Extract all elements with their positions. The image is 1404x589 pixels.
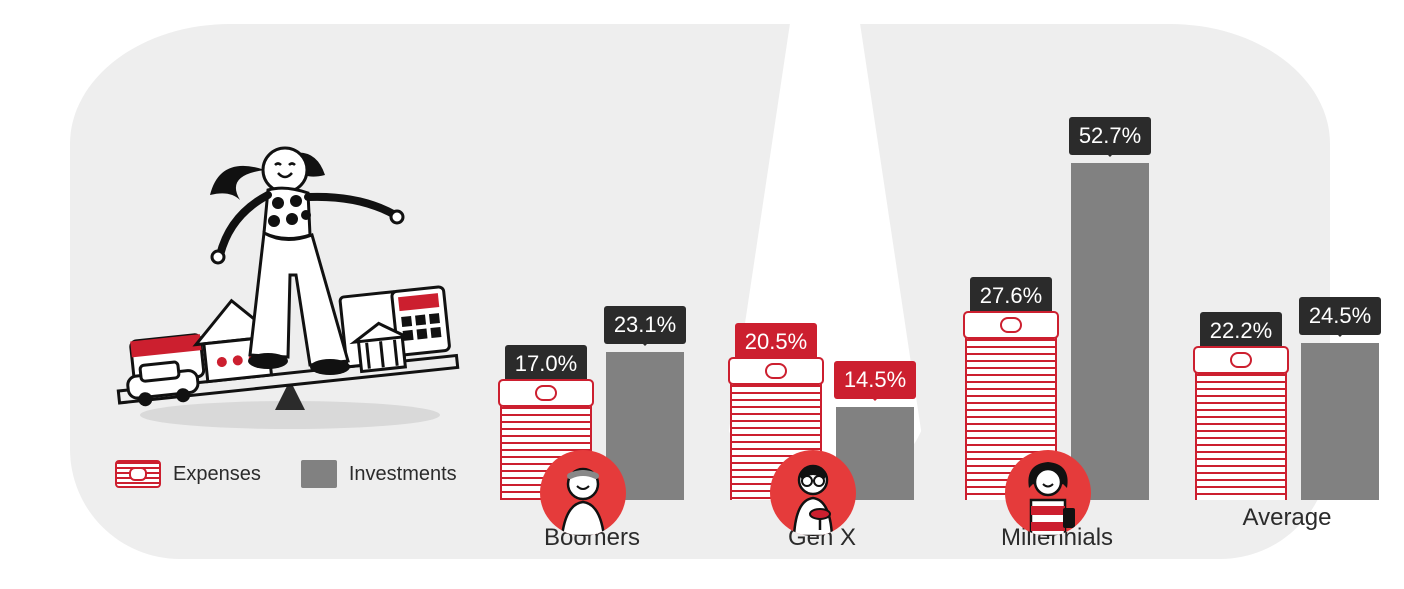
- bar-chart: 17.0%23.1%Boomers20.5%14.5%Gen X27.6%52.…: [480, 40, 1340, 560]
- value-badge: 20.5%: [735, 323, 817, 361]
- legend: Expenses Investments: [115, 460, 457, 488]
- legend-item-investments: Investments: [301, 460, 457, 488]
- expenses-bar: [1195, 358, 1287, 500]
- expenses-swatch-icon: [115, 460, 161, 488]
- investments-bar: [1301, 343, 1379, 500]
- legend-item-expenses: Expenses: [115, 460, 261, 488]
- value-badge: 24.5%: [1299, 297, 1381, 335]
- value-badge: 52.7%: [1069, 117, 1151, 155]
- investments-swatch-icon: [301, 460, 337, 488]
- value-badge: 22.2%: [1200, 312, 1282, 350]
- balance-illustration: [100, 125, 480, 435]
- bar-group: 20.5%14.5%Gen X: [730, 369, 914, 500]
- legend-label: Expenses: [173, 463, 261, 486]
- value-badge: 27.6%: [970, 277, 1052, 315]
- bar-group: 27.6%52.7%Millennials: [965, 163, 1149, 500]
- generation-avatar-icon: [770, 450, 856, 536]
- bar-group: 22.2%24.5%Average: [1195, 343, 1379, 500]
- generation-avatar-icon: [540, 450, 626, 536]
- investments-bar: [1071, 163, 1149, 500]
- value-badge: 14.5%: [834, 361, 916, 399]
- value-badge: 23.1%: [604, 306, 686, 344]
- bar-group: 17.0%23.1%Boomers: [500, 352, 684, 500]
- category-label: Average: [1243, 504, 1332, 532]
- generation-avatar-icon: [1005, 450, 1091, 536]
- value-badge: 17.0%: [505, 345, 587, 383]
- legend-label: Investments: [349, 463, 457, 486]
